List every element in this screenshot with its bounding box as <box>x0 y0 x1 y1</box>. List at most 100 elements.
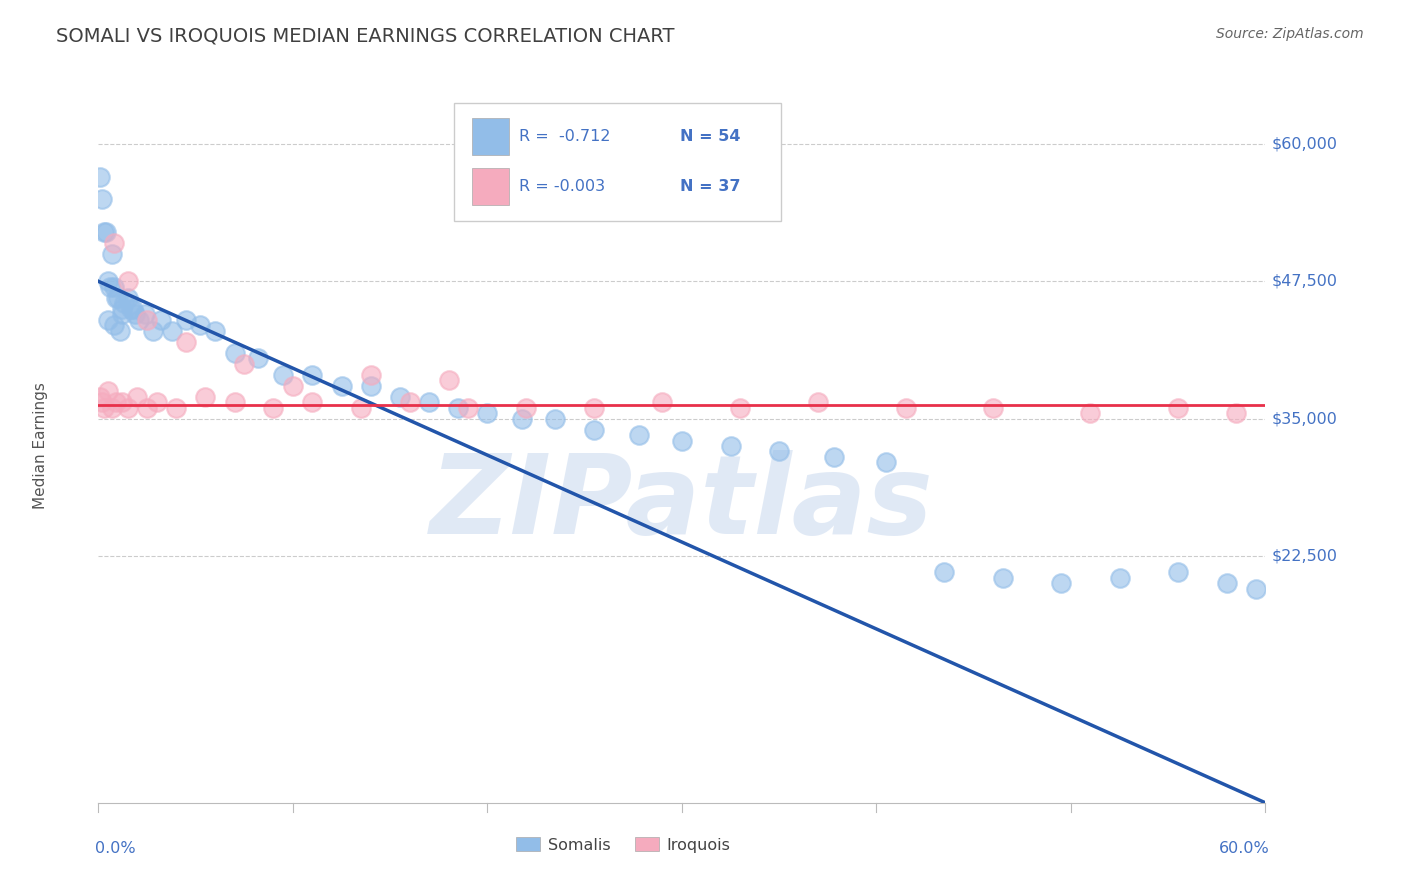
FancyBboxPatch shape <box>454 103 782 221</box>
Text: R =  -0.712: R = -0.712 <box>519 128 610 144</box>
Text: N = 54: N = 54 <box>679 128 740 144</box>
Point <box>233 357 256 371</box>
Point <box>174 312 197 326</box>
Point <box>1244 582 1267 596</box>
Point <box>174 334 197 349</box>
Point <box>224 395 246 409</box>
Point <box>127 390 149 404</box>
FancyBboxPatch shape <box>472 168 509 205</box>
Point <box>103 280 125 294</box>
FancyBboxPatch shape <box>472 118 509 155</box>
Point <box>894 401 917 415</box>
Point <box>149 312 172 326</box>
Point <box>101 401 124 415</box>
Point <box>162 324 184 338</box>
Point <box>103 235 125 250</box>
Point <box>93 401 115 415</box>
Point <box>107 291 129 305</box>
Point <box>1167 566 1189 580</box>
Point <box>96 225 118 239</box>
Point <box>583 401 606 415</box>
Point <box>301 395 323 409</box>
Point <box>136 312 159 326</box>
Point <box>1167 401 1189 415</box>
Point <box>262 401 284 415</box>
Point <box>112 296 135 310</box>
Point <box>111 301 134 316</box>
Point <box>281 378 304 392</box>
Point <box>418 395 440 409</box>
Point <box>117 274 139 288</box>
Point <box>97 384 120 398</box>
Point <box>97 274 120 288</box>
Point <box>136 401 159 415</box>
Point <box>91 192 114 206</box>
Point <box>768 444 790 458</box>
Point <box>165 401 187 415</box>
Point <box>457 401 479 415</box>
Point <box>117 291 139 305</box>
Text: SOMALI VS IROQUOIS MEDIAN EARNINGS CORRELATION CHART: SOMALI VS IROQUOIS MEDIAN EARNINGS CORRE… <box>56 27 675 45</box>
Point <box>512 411 534 425</box>
Point <box>97 312 120 326</box>
Point <box>111 395 134 409</box>
Point <box>188 318 211 333</box>
Point <box>981 401 1004 415</box>
Point <box>104 291 127 305</box>
Point <box>101 247 124 261</box>
Point <box>823 450 845 464</box>
Point <box>807 395 830 409</box>
Point <box>991 571 1014 585</box>
Point <box>437 373 460 387</box>
Text: ZIPatlas: ZIPatlas <box>430 450 934 557</box>
Point <box>1080 406 1102 420</box>
Point <box>730 401 752 415</box>
Point <box>111 307 134 321</box>
Text: 0.0%: 0.0% <box>94 841 135 856</box>
Point <box>271 368 294 382</box>
Legend: Somalis, Iroquois: Somalis, Iroquois <box>510 830 737 859</box>
Point <box>124 307 146 321</box>
Point <box>934 566 956 580</box>
Point <box>720 439 742 453</box>
Point <box>93 225 115 239</box>
Point <box>91 395 114 409</box>
Point <box>122 301 145 316</box>
Text: R = -0.003: R = -0.003 <box>519 178 605 194</box>
Point <box>128 312 150 326</box>
Point <box>117 401 139 415</box>
Point <box>651 395 673 409</box>
Point <box>360 368 382 382</box>
Point <box>146 395 169 409</box>
Point <box>628 428 651 442</box>
Point <box>350 401 373 415</box>
Text: N = 37: N = 37 <box>679 178 740 194</box>
Point <box>515 401 537 415</box>
Point <box>301 368 323 382</box>
Point <box>142 324 165 338</box>
Point <box>194 390 217 404</box>
Point <box>103 318 125 333</box>
Point <box>875 455 897 469</box>
Point <box>388 390 411 404</box>
Text: $22,500: $22,500 <box>1271 549 1337 563</box>
Point <box>89 390 111 404</box>
Point <box>104 395 127 409</box>
Text: $60,000: $60,000 <box>1271 136 1337 152</box>
Point <box>121 301 143 316</box>
Point <box>477 406 499 420</box>
Point <box>1215 576 1237 591</box>
Point <box>671 434 693 448</box>
Point <box>1050 576 1073 591</box>
Point <box>583 423 606 437</box>
Point <box>89 169 111 184</box>
Point <box>330 378 353 392</box>
Text: $35,000: $35,000 <box>1271 411 1337 426</box>
Point <box>108 324 131 338</box>
Point <box>544 411 567 425</box>
Point <box>1225 406 1247 420</box>
Point <box>204 324 226 338</box>
Point <box>360 378 382 392</box>
Point <box>246 351 269 366</box>
Text: Source: ZipAtlas.com: Source: ZipAtlas.com <box>1216 27 1364 41</box>
